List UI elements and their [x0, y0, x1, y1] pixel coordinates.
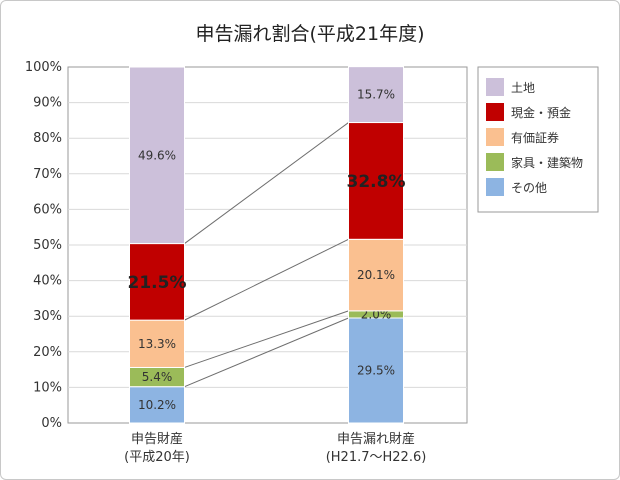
connector-line — [184, 317, 349, 388]
bar-segment — [129, 66, 185, 245]
legend-label: 家具・建築物 — [511, 155, 583, 170]
bar-segment — [129, 319, 185, 368]
x-category-sublabel: (H21.7～H22.6) — [326, 450, 427, 465]
x-axis-categories: 申告財産 (平成20年) 申告漏れ財産 (H21.7～H22.6) — [124, 431, 426, 465]
y-tick-label: 90% — [33, 96, 62, 111]
legend-swatch — [486, 103, 504, 121]
legend-label: 有価証券 — [511, 130, 559, 145]
y-tick-label: 60% — [33, 202, 62, 217]
data-label: 29.5% — [357, 363, 395, 377]
y-tick-label: 40% — [33, 274, 62, 289]
bar-segment — [348, 317, 404, 424]
legend-swatch — [486, 153, 504, 171]
y-tick-label: 0% — [41, 416, 62, 431]
legend-label: 現金・預金 — [511, 105, 571, 120]
data-label: 13.3% — [138, 337, 176, 351]
legend-swatch — [486, 128, 504, 146]
y-tick-label: 70% — [33, 167, 62, 182]
data-label: 20.1% — [357, 268, 395, 282]
data-label: 15.7% — [357, 88, 395, 102]
y-tick-label: 100% — [25, 60, 62, 75]
x-category-label: 申告財産 — [131, 431, 183, 447]
legend-swatch — [486, 178, 504, 196]
legend-label: 土地 — [511, 81, 535, 95]
bar-segment — [348, 238, 404, 312]
y-axis: 0% 10% 20% 30% 40% 50% 60% 70% 80% 90% 100% — [25, 60, 62, 431]
y-tick-label: 10% — [33, 380, 62, 395]
legend-swatch — [486, 78, 504, 96]
y-tick-label: 20% — [33, 345, 62, 360]
chart-title: 申告漏れ割合(平成21年度) — [195, 23, 424, 45]
bar-segment — [129, 243, 185, 321]
legend-label: その他 — [511, 181, 547, 195]
connector-lines — [184, 122, 349, 388]
x-category-label: 申告漏れ財産 — [337, 431, 415, 447]
data-label: 21.5% — [128, 273, 187, 293]
data-label: 32.8% — [347, 172, 406, 192]
bar-segment — [348, 122, 404, 240]
data-label: 49.6% — [138, 148, 176, 162]
gridlines — [67, 66, 468, 424]
data-label: 5.4% — [142, 370, 173, 384]
y-tick-label: 30% — [33, 309, 62, 324]
bar-segment — [348, 66, 404, 124]
data-label: 10.2% — [138, 398, 176, 412]
y-tick-label: 50% — [33, 238, 62, 253]
bars: 10.2%5.4%13.3%21.5%49.6%29.5%2.0%20.1%32… — [128, 66, 406, 424]
x-category-sublabel: (平成20年) — [124, 450, 190, 465]
connector-line — [184, 238, 349, 321]
bar-segment — [129, 386, 185, 424]
connector-line — [184, 310, 349, 368]
y-tick-label: 80% — [33, 131, 62, 146]
connector-line — [184, 122, 349, 244]
